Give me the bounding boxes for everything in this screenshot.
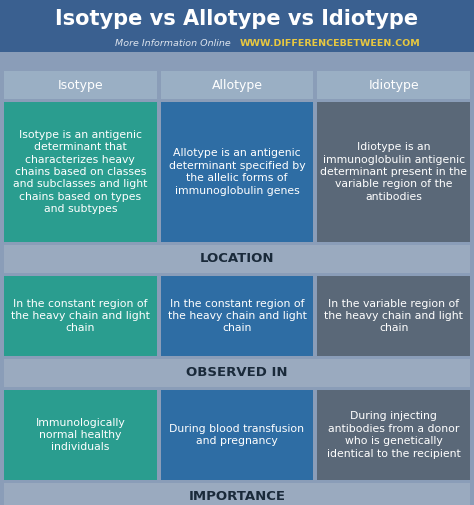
Bar <box>161 390 313 480</box>
Bar <box>4 359 470 387</box>
Bar <box>161 102 313 242</box>
Text: LOCATION: LOCATION <box>200 252 274 266</box>
Bar <box>317 276 470 356</box>
Bar <box>4 483 470 505</box>
Bar <box>4 71 157 99</box>
Text: In the variable region of
the heavy chain and light
chain: In the variable region of the heavy chai… <box>324 298 463 333</box>
Text: IMPORTANCE: IMPORTANCE <box>189 490 285 503</box>
Text: In the constant region of
the heavy chain and light
chain: In the constant region of the heavy chai… <box>11 298 150 333</box>
Bar <box>4 276 157 356</box>
Bar <box>161 71 313 99</box>
Text: In the constant region of
the heavy chain and light
chain: In the constant region of the heavy chai… <box>168 298 306 333</box>
Text: During blood transfusion
and pregnancy: During blood transfusion and pregnancy <box>170 424 304 446</box>
Bar <box>161 71 313 99</box>
Bar <box>4 71 157 99</box>
Text: WWW.DIFFERENCEBETWEEN.COM: WWW.DIFFERENCEBETWEEN.COM <box>240 39 421 48</box>
Text: During injecting
antibodies from a donor
who is genetically
identical to the rec: During injecting antibodies from a donor… <box>327 412 461 459</box>
Text: Idiotype: Idiotype <box>368 78 419 91</box>
Text: Immunologically
normal healthy
individuals: Immunologically normal healthy individua… <box>36 418 125 452</box>
Bar <box>0 36 474 52</box>
Bar <box>317 390 470 480</box>
Bar <box>161 276 313 356</box>
Bar <box>317 71 470 99</box>
Bar <box>4 102 157 242</box>
Text: Idiotype is an
immunoglobulin antigenic
determinant present in the
variable regi: Idiotype is an immunoglobulin antigenic … <box>320 142 467 202</box>
Bar <box>317 102 470 242</box>
Text: Isotype is an antigenic
determinant that
characterizes heavy
chains based on cla: Isotype is an antigenic determinant that… <box>13 130 147 214</box>
Text: Allotype: Allotype <box>211 78 263 91</box>
Text: Isotype: Isotype <box>57 78 103 91</box>
Text: Isotype vs Allotype vs Idiotype: Isotype vs Allotype vs Idiotype <box>55 9 419 29</box>
Bar <box>317 71 470 99</box>
Text: OBSERVED IN: OBSERVED IN <box>186 367 288 379</box>
Bar <box>4 390 157 480</box>
Text: Allotype is an antigenic
determinant specified by
the allelic forms of
immunoglo: Allotype is an antigenic determinant spe… <box>169 148 305 195</box>
Text: More Information Online: More Information Online <box>115 39 237 48</box>
Bar <box>4 245 470 273</box>
Bar <box>0 0 474 52</box>
